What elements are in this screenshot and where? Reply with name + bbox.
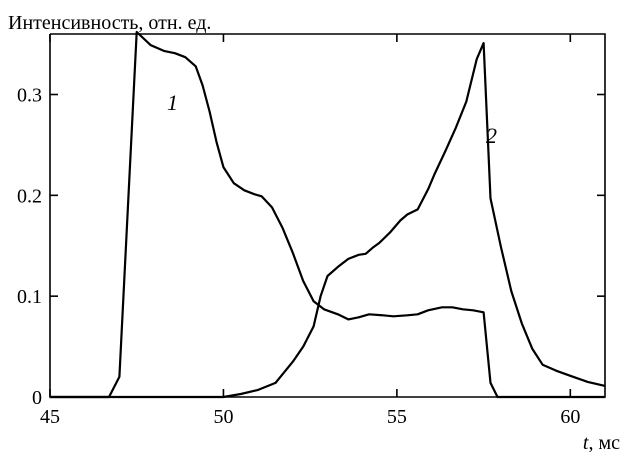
y-tick-label: 0 — [32, 387, 42, 409]
y-tick-label: 0.1 — [17, 286, 42, 308]
series-2-line — [50, 41, 606, 399]
series-group — [50, 30, 606, 399]
series-1-line — [50, 30, 605, 399]
series-2-label: 2 — [486, 123, 497, 148]
x-tick-label: 50 — [213, 406, 233, 428]
series-1-label: 1 — [167, 90, 178, 115]
x-tick-label: 60 — [560, 406, 580, 428]
x-tick-label: 45 — [40, 406, 60, 428]
y-tick-label: 0.3 — [17, 85, 42, 107]
y-tick-label: 0.2 — [17, 185, 42, 207]
y-axis-label: Интенсивность, отн. ед. — [8, 12, 211, 34]
x-axis-variable: t — [583, 432, 589, 454]
ticks: 45 50 55 60 0 0.1 0.2 0.3 — [17, 34, 605, 428]
x-axis-label: t, мс — [583, 432, 620, 454]
x-axis-unit: , мс — [588, 432, 620, 454]
x-tick-label: 55 — [387, 406, 407, 428]
